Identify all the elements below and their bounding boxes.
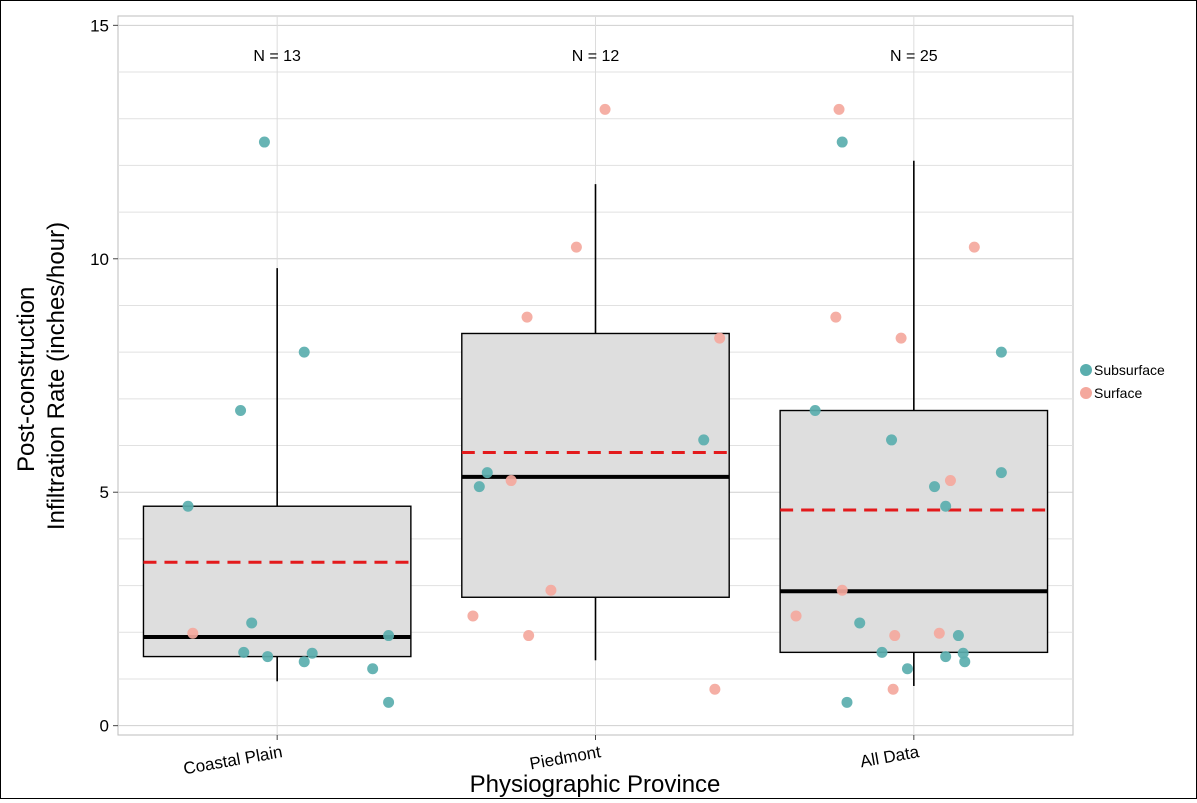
point-surface [522,312,533,323]
point-surface [571,242,582,253]
point-subsurface [854,617,865,628]
box-all-data [780,411,1047,653]
point-subsurface [877,647,888,658]
point-subsurface [262,651,273,662]
y-axis-title-line-2: Infiltration Rate (inches/hour) [43,222,70,530]
point-subsurface [996,467,1007,478]
y-tick-label: 5 [100,483,109,502]
y-tick-label: 10 [90,250,109,269]
point-surface [834,104,845,115]
point-subsurface [929,481,940,492]
y-tick-label: 0 [100,717,109,736]
y-axis-title-line-1: Post-construction [13,287,40,472]
point-subsurface [299,656,310,667]
point-subsurface [307,648,318,659]
y-axis-ticks: 0 5 10 15 [90,16,118,735]
point-subsurface [367,663,378,674]
x-tick-label: Coastal Plain [182,742,284,778]
point-subsurface [383,697,394,708]
point-surface [187,628,198,639]
point-subsurface [246,617,257,628]
legend: Subsurface Surface [1080,362,1165,401]
n-label: N = 25 [890,48,938,65]
point-subsurface [959,656,970,667]
n-label: N = 13 [253,48,301,65]
point-subsurface [698,434,709,445]
point-subsurface [238,647,249,658]
point-surface [896,333,907,344]
point-subsurface [482,467,493,478]
point-subsurface [235,405,246,416]
point-surface [837,585,848,596]
point-surface [945,475,956,486]
n-label: N = 12 [572,48,620,65]
box-piedmont [462,333,729,597]
point-subsurface [837,137,848,148]
point-subsurface [299,347,310,358]
legend-label-surface: Surface [1094,385,1142,401]
point-surface [791,610,802,621]
legend-key-surface [1080,387,1092,399]
point-surface [545,585,556,596]
point-surface [467,610,478,621]
x-tick-label: All Data [859,742,921,771]
point-subsurface [841,697,852,708]
point-subsurface [940,651,951,662]
x-tick-label: Piedmont [528,742,602,773]
point-subsurface [886,434,897,445]
point-surface [889,630,900,641]
point-surface [969,242,980,253]
y-axis-title: Post-construction Infiltration Rate (inc… [13,222,70,530]
point-surface [709,684,720,695]
point-surface [830,312,841,323]
point-surface [523,630,534,641]
point-subsurface [383,630,394,641]
point-subsurface [940,501,951,512]
point-surface [888,684,899,695]
point-surface [506,475,517,486]
point-subsurface [183,501,194,512]
point-subsurface [474,481,485,492]
point-surface [714,333,725,344]
point-subsurface [259,137,270,148]
legend-label-subsurface: Subsurface [1094,362,1165,378]
x-axis-title: Physiographic Province [470,771,721,798]
point-subsurface [996,347,1007,358]
point-surface [600,104,611,115]
point-surface [934,628,945,639]
legend-key-subsurface [1080,364,1092,376]
point-subsurface [902,663,913,674]
point-subsurface [953,630,964,641]
box-coastal-plain [143,506,410,656]
y-tick-label: 15 [90,16,109,35]
point-subsurface [810,405,821,416]
